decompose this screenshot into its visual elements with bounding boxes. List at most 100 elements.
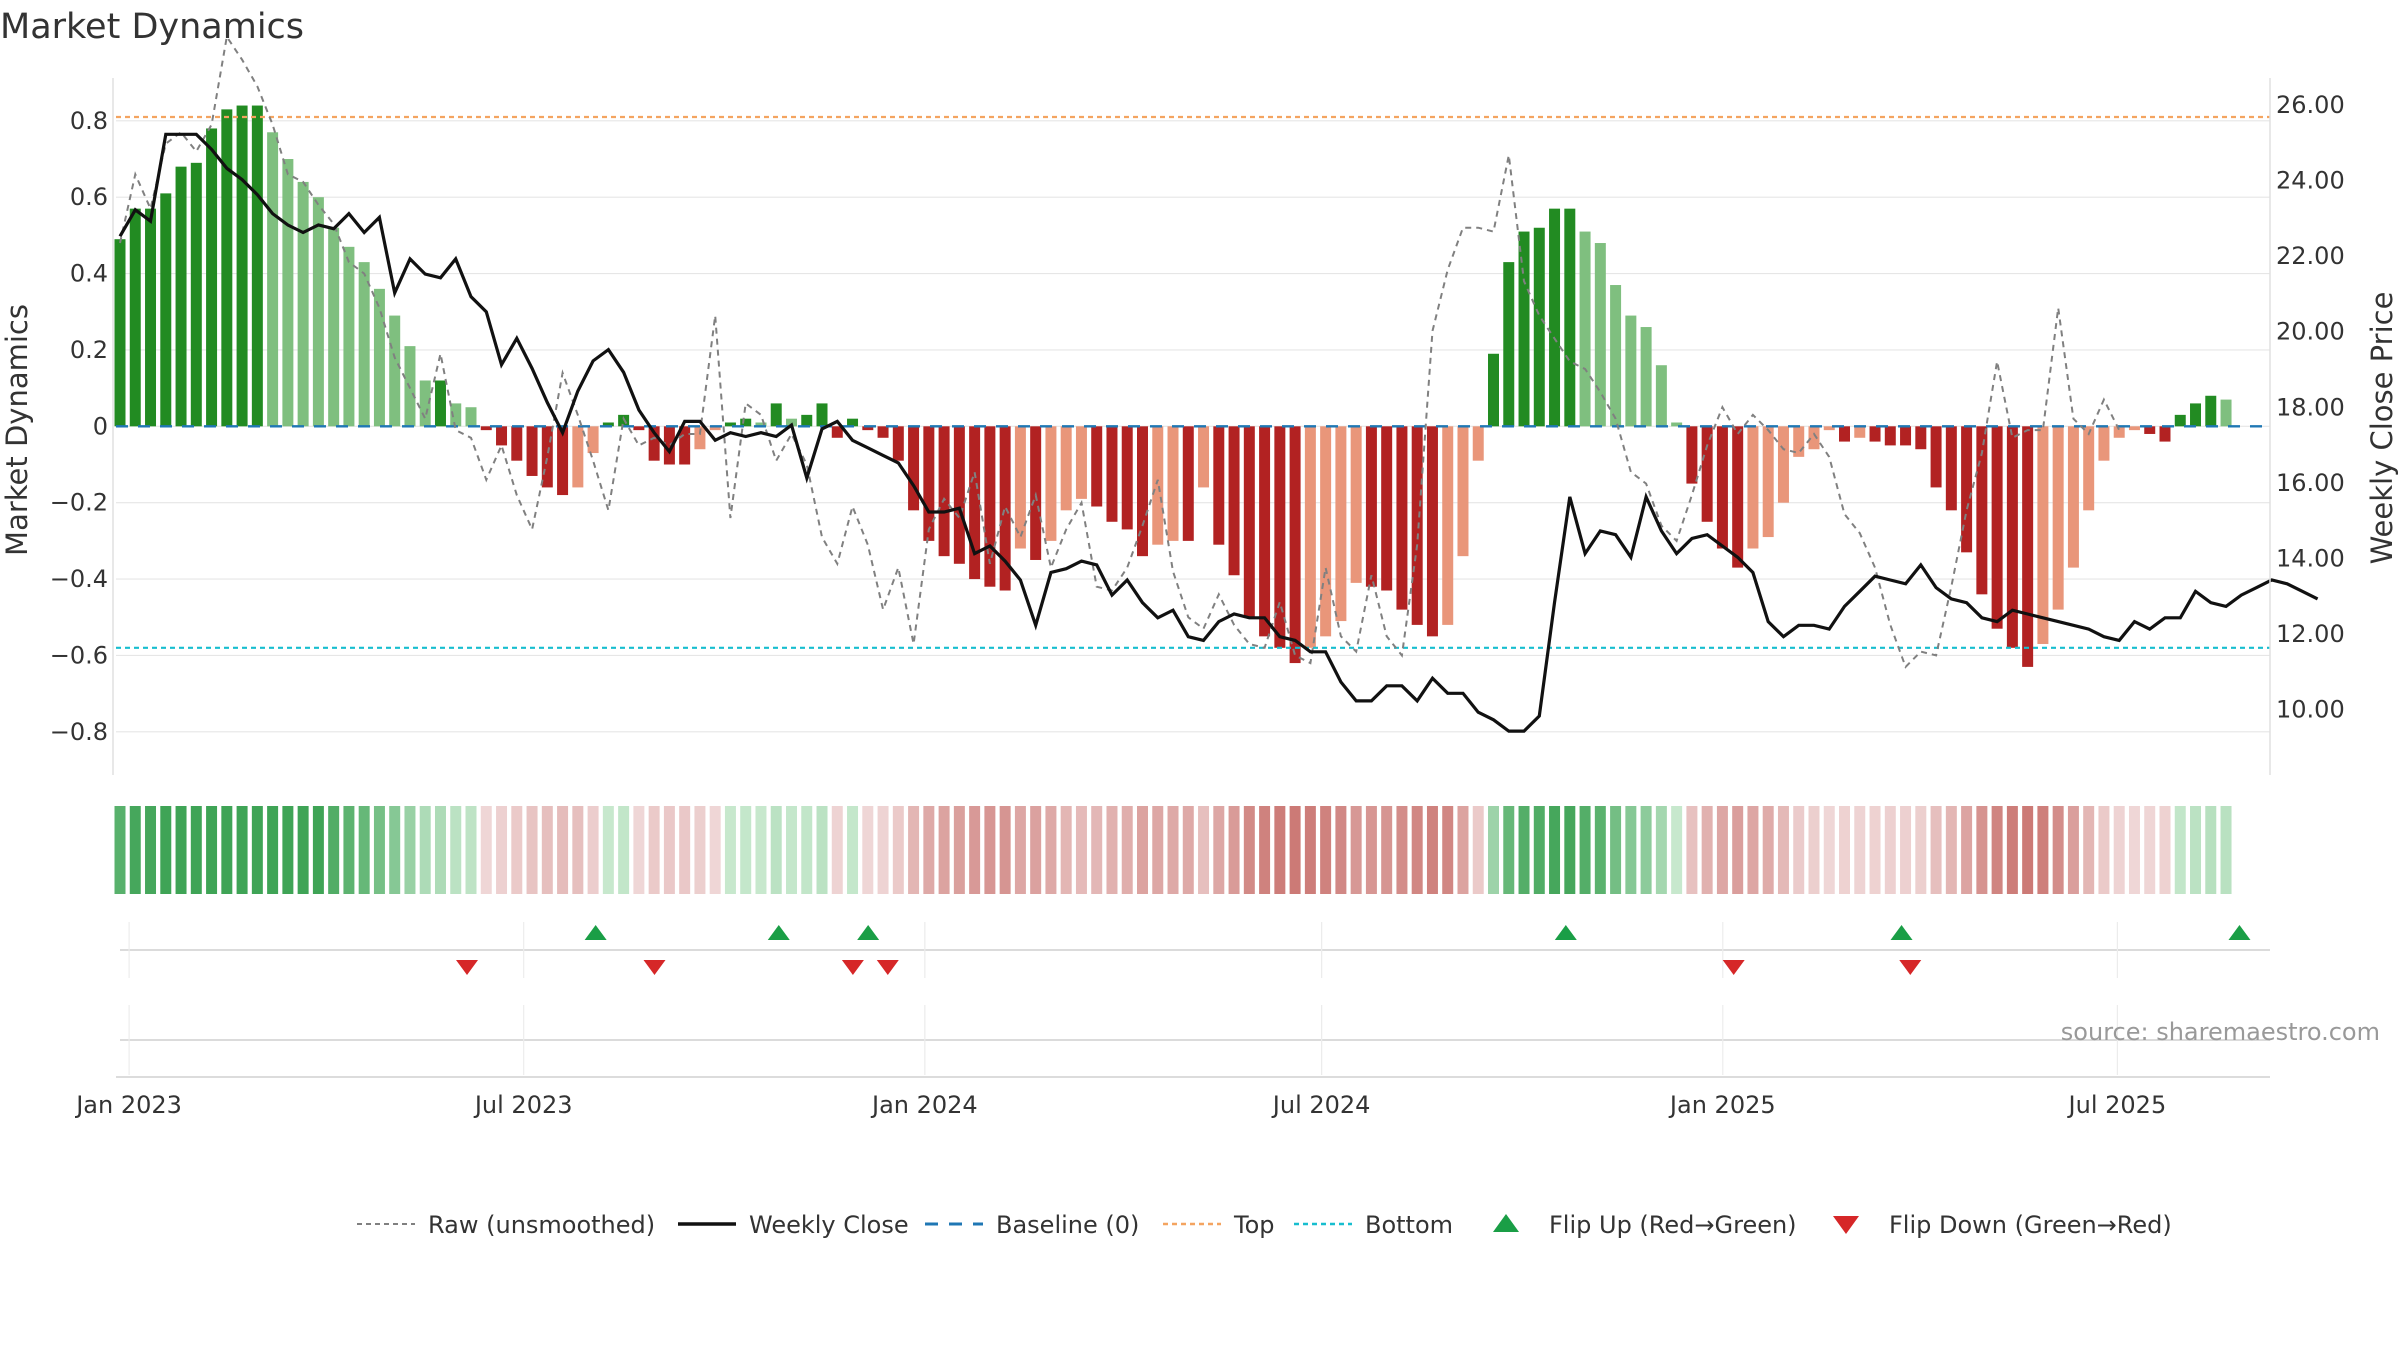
x-tick-label: Jan 2023 — [74, 1091, 182, 1119]
right-y-axis: 10.00 12.00 14.00 16.00 18.00 20.00 22.00 24.00… — [2269, 78, 2345, 775]
regime-cell — [389, 806, 401, 894]
dynamics-bar — [755, 422, 767, 427]
dynamics-bar — [587, 426, 599, 454]
regime-cell — [2037, 806, 2049, 894]
dynamics-bar — [526, 426, 538, 476]
regime-cell — [1884, 806, 1896, 894]
regime-cell — [2144, 806, 2156, 894]
dynamics-bar — [1686, 426, 1698, 484]
regime-cell — [1655, 806, 1667, 894]
dynamics-bar — [1381, 426, 1393, 591]
regime-cell — [1732, 806, 1744, 894]
regime-cell — [785, 806, 797, 894]
dynamics-bar — [175, 166, 187, 427]
dynamics-bar — [1350, 426, 1362, 583]
regime-cell — [755, 806, 767, 894]
left-y-axis: −0.8 −0.6 −0.4 −0.2 0 0.2 0.4 0.6 0.8 — [50, 78, 114, 775]
dynamics-bar — [1594, 243, 1606, 427]
regime-cell — [740, 806, 752, 894]
dynamics-bar — [1411, 426, 1423, 625]
dynamics-bar — [1747, 426, 1759, 549]
left-y-axis-label: Market Dynamics — [0, 304, 34, 556]
regime-cell — [1915, 806, 1927, 894]
dynamics-bar — [2083, 426, 2095, 511]
regime-cell — [2022, 806, 2034, 894]
dynamics-bar — [2190, 403, 2202, 427]
dynamics-bar — [1716, 426, 1728, 549]
dynamics-bar — [908, 426, 920, 511]
dynamics-bar — [2174, 414, 2186, 427]
regime-cell — [1518, 806, 1530, 894]
regime-cell — [1625, 806, 1637, 894]
dynamics-bar — [1655, 365, 1667, 427]
dynamics-bar — [114, 239, 126, 427]
dynamics-bar — [1503, 262, 1515, 427]
dynamics-bar — [999, 426, 1011, 591]
regime-cell — [1793, 806, 1805, 894]
flip-up-marker — [1554, 925, 1577, 940]
dynamics-bar — [740, 418, 752, 427]
regime-cell — [602, 806, 614, 894]
left-tick-label: −0.4 — [50, 565, 108, 593]
regime-cell — [1808, 806, 1820, 894]
regime-cell — [938, 806, 950, 894]
regime-cell — [2128, 806, 2140, 894]
regime-cell — [1381, 806, 1393, 894]
regime-cell — [1121, 806, 1133, 894]
dynamics-bar — [1930, 426, 1942, 488]
regime-cell — [1900, 806, 1912, 894]
regime-cell — [1213, 806, 1225, 894]
right-tick-label: 10.00 — [2276, 695, 2345, 723]
dynamics-bar — [694, 426, 706, 450]
dynamics-bar — [1304, 426, 1316, 648]
regime-cell — [175, 806, 187, 894]
regime-cell — [1533, 806, 1545, 894]
x-tick-label: Jul 2025 — [2067, 1091, 2167, 1119]
x-tick-label: Jul 2024 — [1271, 1091, 1371, 1119]
regime-cell — [1075, 806, 1087, 894]
dynamics-bar — [1091, 426, 1103, 507]
right-y-axis-label: Weekly Close Price — [2365, 292, 2399, 565]
dynamics-bar — [2098, 426, 2110, 461]
dynamics-bar — [2144, 426, 2156, 434]
regime-cell — [1304, 806, 1316, 894]
dynamics-bar — [160, 193, 172, 427]
right-tick-label: 20.00 — [2276, 318, 2345, 346]
dynamics-bar — [1518, 231, 1530, 427]
regime-cell — [1961, 806, 1973, 894]
dynamics-bar — [1213, 426, 1225, 545]
regime-cell — [2113, 806, 2125, 894]
regime-cell — [328, 806, 340, 894]
regime-cell — [2098, 806, 2110, 894]
regime-cell — [480, 806, 492, 894]
regime-cell — [1686, 806, 1698, 894]
regime-cell — [1564, 806, 1576, 894]
regime-cell — [1823, 806, 1835, 894]
regime-cell — [251, 806, 263, 894]
regime-cell — [1549, 806, 1561, 894]
dynamics-bar — [251, 105, 263, 427]
dynamics-bar — [2220, 399, 2232, 427]
dynamics-bar — [145, 208, 157, 427]
dynamics-bar — [1564, 208, 1576, 427]
dynamics-bar — [419, 380, 431, 427]
regime-cell — [1442, 806, 1454, 894]
chart-title: Market Dynamics — [0, 7, 304, 47]
flip-down-marker — [456, 960, 479, 975]
regime-cell — [892, 806, 904, 894]
dynamics-bar — [1442, 426, 1454, 625]
dynamics-bar — [679, 426, 691, 465]
dynamics-bar — [1610, 285, 1622, 427]
legend-label-bottom: Bottom — [1365, 1211, 1453, 1239]
regime-cell — [496, 806, 508, 894]
weekly-close-series — [118, 132, 2319, 733]
regime-cell — [1137, 806, 1148, 894]
dynamics-bar — [572, 426, 584, 488]
legend-label-top: Top — [1233, 1211, 1275, 1239]
x-tick-label: Jan 2025 — [1668, 1091, 1776, 1119]
regime-cell — [160, 806, 172, 894]
dynamics-bar — [1488, 353, 1499, 427]
flip-up-marker — [767, 925, 790, 940]
regime-cell — [1594, 806, 1606, 894]
